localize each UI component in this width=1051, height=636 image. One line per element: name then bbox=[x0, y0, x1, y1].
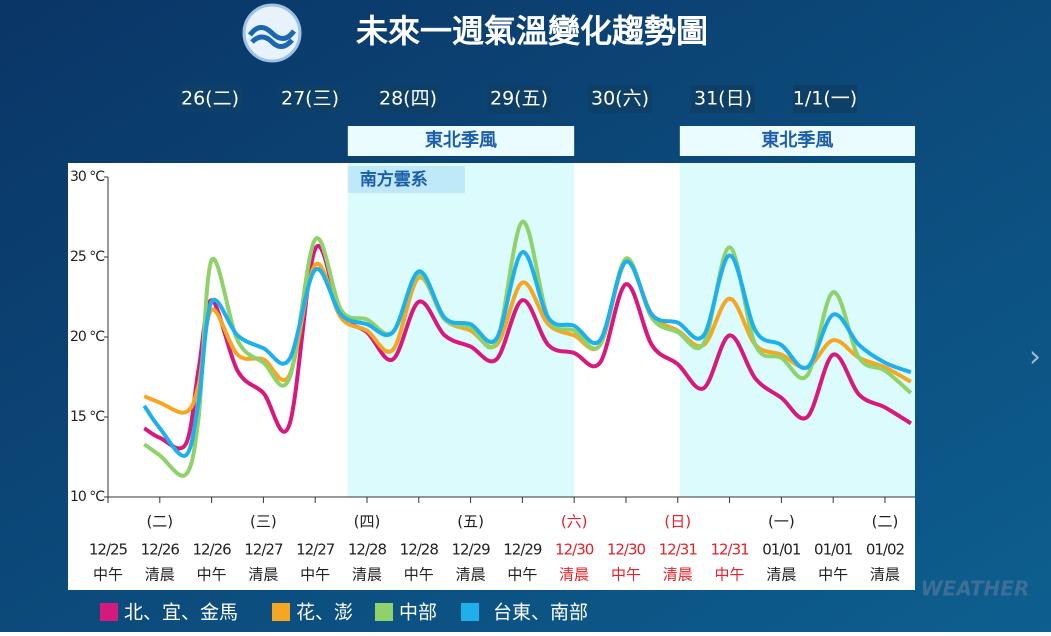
y-tick-label: 15 °C bbox=[70, 409, 105, 425]
x-tick-weekday: (二) bbox=[872, 513, 899, 531]
note-box bbox=[347, 166, 465, 193]
legend-label: 台東、南部 bbox=[493, 602, 588, 624]
x-tick-label: 01/01 bbox=[762, 541, 801, 559]
band-label: 東北季風 bbox=[761, 129, 833, 151]
x-tick-label: 12/25 bbox=[89, 541, 128, 559]
x-tick-label: 12/28 bbox=[400, 541, 439, 559]
legend-swatch bbox=[461, 603, 479, 621]
x-tick-sublabel: 中午 bbox=[404, 566, 434, 584]
x-tick-sublabel: 清晨 bbox=[145, 566, 175, 584]
day-header-box bbox=[178, 85, 242, 113]
x-tick-sublabel: 中午 bbox=[715, 566, 745, 584]
x-tick-label: 12/30 bbox=[555, 541, 594, 559]
x-tick-label: 01/01 bbox=[814, 541, 853, 559]
watermark: WEATHER bbox=[921, 577, 1030, 601]
x-tick-sublabel: 清晨 bbox=[870, 566, 900, 584]
y-tick-label: 25 °C bbox=[70, 249, 105, 265]
series-line bbox=[142, 250, 912, 458]
x-tick-label: 12/31 bbox=[659, 541, 698, 559]
x-tick-label: 12/28 bbox=[348, 541, 387, 559]
legend-swatch bbox=[272, 603, 290, 621]
day-header-box bbox=[278, 85, 342, 113]
x-tick-sublabel: 中午 bbox=[93, 566, 123, 584]
day-header-box bbox=[376, 85, 440, 113]
band-banner bbox=[347, 126, 575, 156]
next-arrow[interactable]: › bbox=[1029, 340, 1041, 375]
x-tick-label: 12/31 bbox=[710, 541, 749, 559]
x-tick-weekday: (一) bbox=[768, 513, 795, 531]
x-tick-sublabel: 清晨 bbox=[352, 566, 382, 584]
note-label: 南方雲系 bbox=[360, 169, 428, 190]
title: 未來一週氣溫變化趨勢圖 bbox=[356, 12, 708, 50]
x-tick-sublabel: 中午 bbox=[507, 566, 537, 584]
x-tick-label: 12/29 bbox=[451, 541, 490, 559]
x-tick-sublabel: 清晨 bbox=[248, 566, 278, 584]
series-line bbox=[143, 259, 912, 415]
x-tick-label: 01/02 bbox=[866, 541, 905, 559]
logo bbox=[242, 3, 302, 63]
x-tick-sublabel: 中午 bbox=[197, 566, 227, 584]
x-tick-label: 12/29 bbox=[503, 541, 542, 559]
series-line bbox=[143, 219, 913, 478]
day-header: 1/1(一) bbox=[793, 88, 857, 110]
x-tick-weekday: (六) bbox=[561, 513, 588, 531]
y-tick-label: 20 °C bbox=[70, 329, 105, 345]
day-header: 30(六) bbox=[591, 88, 649, 110]
x-tick-sublabel: 中午 bbox=[300, 566, 330, 584]
x-tick-label: 12/27 bbox=[244, 541, 283, 559]
x-tick-sublabel: 清晨 bbox=[559, 566, 589, 584]
legend-label: 北、宜、金馬 bbox=[124, 602, 238, 624]
x-tick-label: 12/27 bbox=[296, 541, 335, 559]
day-header-box bbox=[487, 85, 551, 113]
x-tick-sublabel: 清晨 bbox=[456, 566, 486, 584]
day-header: 31(日) bbox=[694, 88, 752, 110]
legend-swatch bbox=[100, 603, 118, 621]
x-tick-sublabel: 中午 bbox=[818, 566, 848, 584]
shaded-band bbox=[347, 163, 575, 497]
x-tick-weekday: (四) bbox=[354, 513, 381, 531]
x-tick-sublabel: 清晨 bbox=[766, 566, 796, 584]
band-banner bbox=[679, 126, 915, 156]
band-label: 東北季風 bbox=[425, 129, 497, 151]
day-header: 28(四) bbox=[379, 88, 437, 110]
day-header: 26(二) bbox=[181, 88, 239, 110]
day-header-box bbox=[793, 85, 857, 113]
y-tick-label: 30 °C bbox=[70, 169, 105, 185]
x-tick-label: 12/30 bbox=[607, 541, 646, 559]
x-tick-sublabel: 清晨 bbox=[663, 566, 693, 584]
legend-label: 花、澎 bbox=[296, 602, 353, 624]
day-header-box bbox=[588, 85, 652, 113]
shaded-band bbox=[679, 163, 915, 497]
series-line bbox=[143, 244, 912, 451]
day-header: 27(三) bbox=[281, 88, 339, 110]
x-tick-weekday: (三) bbox=[250, 513, 277, 531]
day-header-box bbox=[691, 85, 755, 113]
x-tick-weekday: (五) bbox=[457, 513, 484, 531]
legend-swatch bbox=[375, 603, 393, 621]
x-tick-label: 12/26 bbox=[141, 541, 180, 559]
x-tick-weekday: (日) bbox=[664, 513, 691, 531]
legend-label: 中部 bbox=[399, 602, 437, 624]
y-tick-label: 10 °C bbox=[70, 489, 105, 505]
x-tick-weekday: (二) bbox=[146, 513, 173, 531]
x-tick-label: 12/26 bbox=[192, 541, 231, 559]
day-header: 29(五) bbox=[490, 88, 548, 110]
x-tick-sublabel: 中午 bbox=[611, 566, 641, 584]
